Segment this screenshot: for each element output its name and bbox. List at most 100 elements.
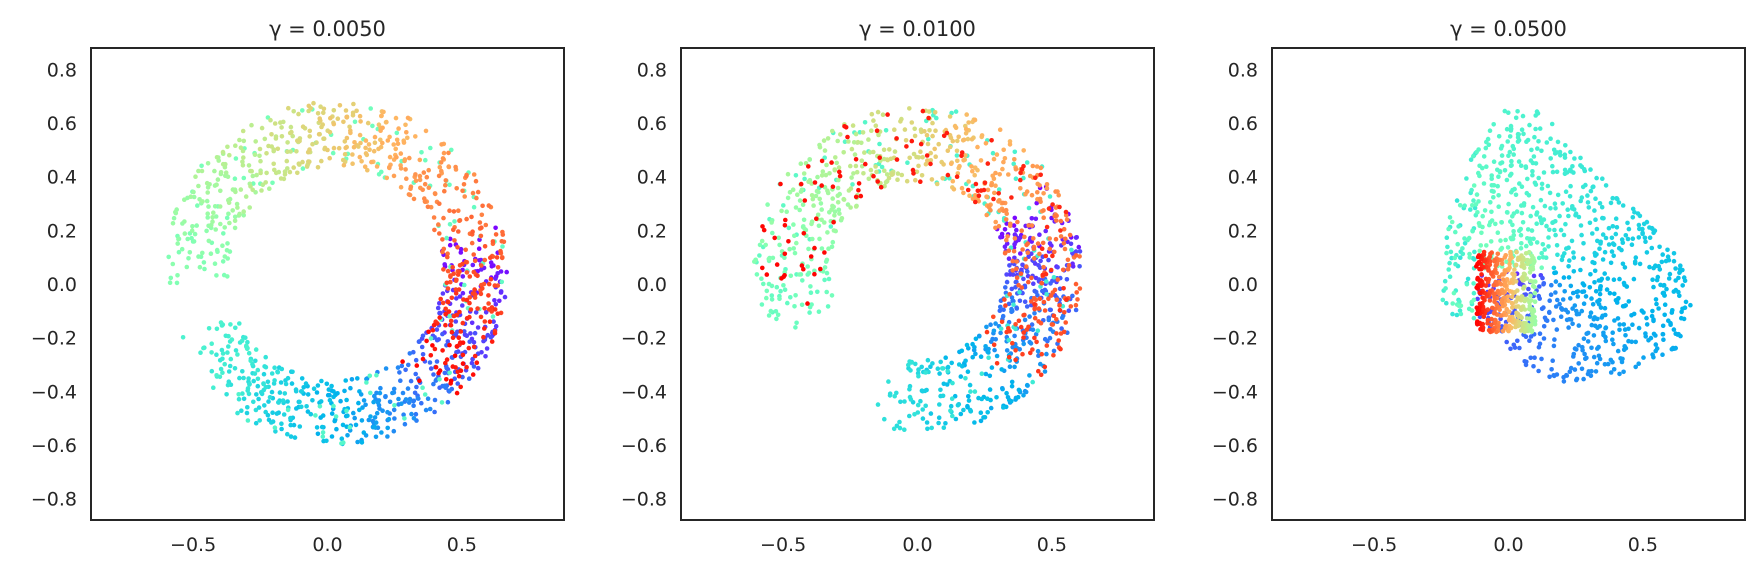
scatter-point xyxy=(360,405,365,410)
scatter-point xyxy=(327,397,333,403)
scatter-point xyxy=(1592,268,1598,274)
scatter-point xyxy=(440,331,445,337)
scatter-point xyxy=(460,188,465,194)
scatter-point xyxy=(357,407,362,413)
scatter-point xyxy=(1620,261,1626,267)
scatter-point xyxy=(1528,241,1534,246)
scatter-point xyxy=(846,139,851,144)
scatter-point xyxy=(1568,317,1574,322)
scatter-point xyxy=(1530,169,1535,174)
scatter-point xyxy=(1491,195,1496,200)
scatter-point xyxy=(798,189,804,194)
scatter-point xyxy=(220,161,226,167)
scatter-point xyxy=(1515,139,1521,144)
scatter-point xyxy=(782,255,787,260)
scatter-point xyxy=(1063,320,1068,325)
scatter-point xyxy=(1040,288,1045,294)
scatter-point xyxy=(344,397,349,403)
scatter-point xyxy=(477,237,482,242)
scatter-point xyxy=(1448,249,1454,255)
scatter-point xyxy=(1027,339,1032,345)
scatter-point xyxy=(358,140,363,146)
scatter-point xyxy=(1004,211,1009,216)
y-tick-label: −0.2 xyxy=(621,328,667,350)
scatter-point xyxy=(809,219,815,224)
scatter-point xyxy=(1604,287,1610,292)
scatter-point xyxy=(283,381,289,387)
scatter-point xyxy=(968,389,973,394)
scatter-point xyxy=(1610,359,1615,365)
scatter-point xyxy=(472,258,478,264)
scatter-point xyxy=(226,369,232,374)
scatter-point xyxy=(1458,303,1464,309)
scatter-point xyxy=(411,403,416,409)
scatter-point xyxy=(1053,205,1059,210)
scatter-point xyxy=(1580,256,1586,261)
scatter-point xyxy=(996,191,1001,196)
scatter-point xyxy=(1467,251,1472,257)
scatter-point xyxy=(754,272,760,277)
scatter-point xyxy=(1016,282,1021,288)
scatter-point xyxy=(965,187,971,193)
scatter-point xyxy=(1021,330,1026,335)
scatter-point xyxy=(1637,226,1642,232)
scatter-point xyxy=(437,164,443,170)
scatter-point xyxy=(1496,204,1501,209)
scatter-point xyxy=(941,381,947,387)
scatter-point xyxy=(887,147,892,152)
scatter-point xyxy=(319,158,324,164)
scatter-point xyxy=(282,391,288,396)
scatter-point xyxy=(1509,158,1514,164)
scatter-point xyxy=(402,416,407,421)
scatter-point xyxy=(194,223,199,228)
scatter-point xyxy=(1512,345,1518,350)
scatter-point xyxy=(479,267,484,272)
scatter-point xyxy=(414,363,420,368)
scatter-point xyxy=(752,259,757,264)
scatter-point xyxy=(1003,217,1009,222)
scatter-point xyxy=(871,118,876,123)
scatter-point xyxy=(1446,226,1451,232)
scatter-point xyxy=(1010,268,1015,273)
x-tick-label: 0.5 xyxy=(1037,534,1067,556)
scatter-point xyxy=(1058,228,1063,233)
scatter-point xyxy=(432,409,437,415)
scatter-point xyxy=(1629,339,1634,345)
scatter-point xyxy=(428,366,434,371)
scatter-point xyxy=(401,140,407,145)
scatter-point xyxy=(1644,315,1649,321)
scatter-point xyxy=(1077,286,1083,291)
scatter-point xyxy=(182,231,188,236)
scatter-point xyxy=(834,160,839,166)
scatter-point xyxy=(810,236,815,242)
scatter-point xyxy=(1546,244,1551,249)
scatter-point xyxy=(1024,304,1030,309)
scatter-point xyxy=(331,389,336,394)
scatter-point xyxy=(1058,234,1064,239)
scatter-point xyxy=(439,168,444,174)
scatter-point xyxy=(329,383,334,389)
scatter-point xyxy=(497,298,502,304)
scatter-point xyxy=(498,248,503,254)
scatter-point xyxy=(318,104,323,109)
scatter-point xyxy=(499,279,505,285)
scatter-point xyxy=(1581,376,1586,382)
scatter-point xyxy=(407,351,413,356)
scatter-point xyxy=(352,415,358,421)
scatter-point xyxy=(1058,218,1064,224)
scatter-point xyxy=(1036,277,1042,282)
scatter-point xyxy=(380,125,385,131)
scatter-point xyxy=(204,228,209,234)
scatter-point xyxy=(405,135,410,141)
scatter-point xyxy=(836,165,842,170)
scatter-point xyxy=(244,346,250,352)
scatter-point xyxy=(428,145,433,151)
scatter-point xyxy=(1002,156,1008,161)
scatter-point xyxy=(970,354,975,360)
scatter-point xyxy=(920,407,925,412)
scatter-point xyxy=(828,224,834,229)
scatter-point xyxy=(324,438,329,444)
scatter-point xyxy=(269,132,274,137)
scatter-point xyxy=(238,187,244,192)
scatter-point xyxy=(1037,265,1043,271)
